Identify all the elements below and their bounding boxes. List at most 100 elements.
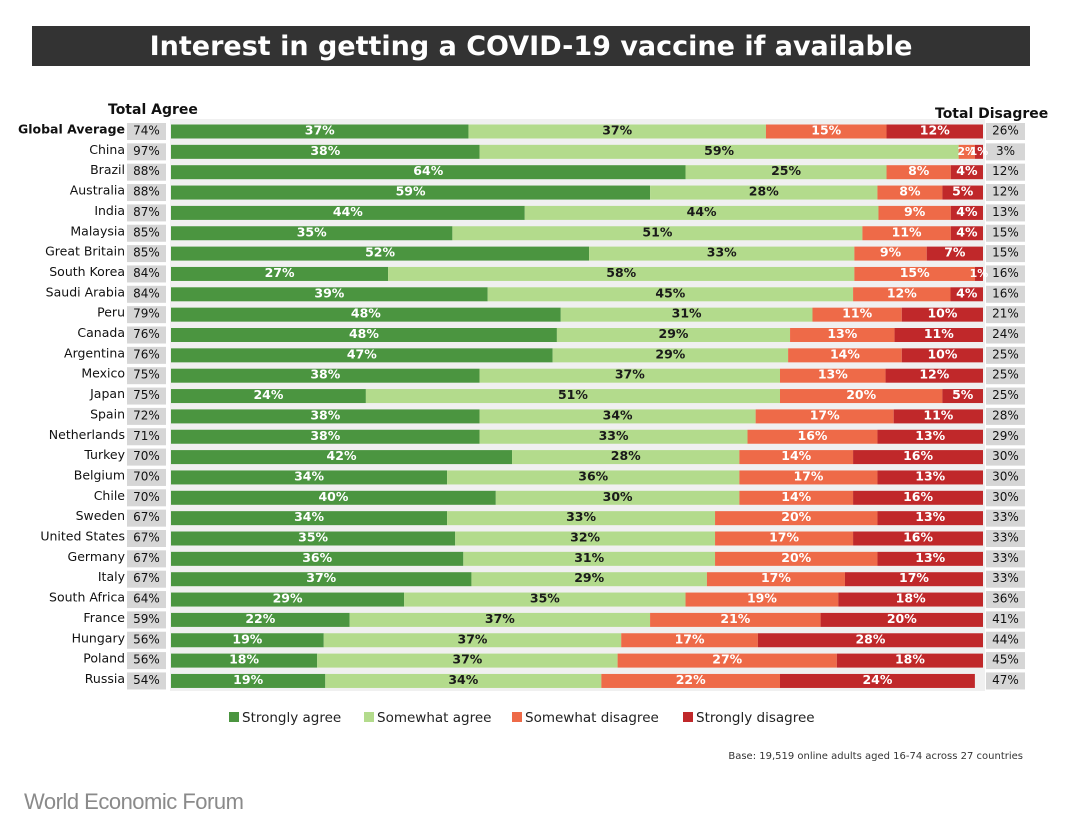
bar-segment-somewhat-agree xyxy=(452,226,863,241)
total-agree-cell xyxy=(127,285,166,303)
data-label: 13% xyxy=(818,367,848,382)
data-label: 17% xyxy=(810,407,840,422)
total-disagree-cell xyxy=(986,550,1025,568)
bar-segment-somewhat-disagree xyxy=(788,348,902,363)
bar-segment-strongly-disagree xyxy=(974,144,983,159)
data-label: 19% xyxy=(747,591,777,606)
total-disagree-value: 36% xyxy=(992,592,1019,606)
total-disagree-cell xyxy=(986,530,1025,547)
bar-segment-strongly-disagree xyxy=(885,368,983,383)
total-agree-value: 76% xyxy=(133,347,160,361)
bar-segment-somewhat-agree xyxy=(325,673,602,688)
total-disagree-value: 16% xyxy=(992,286,1019,300)
total-agree-cell xyxy=(127,306,166,324)
data-label: 37% xyxy=(305,123,335,138)
bar-segment-somewhat-disagree xyxy=(877,185,943,200)
data-label: 5% xyxy=(952,184,974,199)
table-row: China 97% 3% 38% 59% 2%1% xyxy=(89,142,1025,161)
total-disagree-value: 24% xyxy=(992,327,1019,341)
bar-segment-somewhat-agree xyxy=(487,287,854,302)
bar-segment-somewhat-agree xyxy=(479,429,748,444)
data-label: 33% xyxy=(599,428,629,443)
table-row: Mexico 75% 25% 38% 37% 13% 12% xyxy=(81,366,1025,385)
bar-segment-strongly-disagree xyxy=(942,185,983,200)
bar-segment-strongly-disagree xyxy=(901,348,983,363)
data-label: 32% xyxy=(570,530,600,545)
bar-segment-strongly-agree xyxy=(171,409,480,424)
data-label: 37% xyxy=(452,652,482,667)
data-label: 1% xyxy=(970,267,989,280)
data-label: 13% xyxy=(915,550,945,565)
bar-segment-strongly-disagree xyxy=(877,551,983,566)
base-note: Base: 19,519 online adults aged 16-74 ac… xyxy=(728,751,1023,762)
country-label: Saudi Arabia xyxy=(46,284,125,299)
bar-segment-somewhat-agree xyxy=(556,328,791,342)
legend-label: Somewhat agree xyxy=(377,710,491,726)
data-label: 12% xyxy=(887,285,917,300)
table-row: Global Average 74% 26% 37% 37% 15% 12% xyxy=(18,122,1025,140)
data-label: 18% xyxy=(895,652,925,667)
bar-segment-strongly-disagree xyxy=(877,511,983,526)
total-agree-value: 54% xyxy=(133,673,160,687)
data-label: 59% xyxy=(396,184,426,199)
bar-segment-somewhat-agree xyxy=(650,185,878,200)
bar-segment-strongly-disagree xyxy=(974,266,983,281)
data-label: 27% xyxy=(265,265,295,280)
data-label: 15% xyxy=(900,265,930,280)
data-label: 13% xyxy=(915,509,945,524)
bar-segment-strongly-disagree xyxy=(894,328,983,342)
total-disagree-cell xyxy=(986,591,1025,609)
bar-segment-strongly-agree xyxy=(171,470,448,485)
legend-label: Strongly disagree xyxy=(696,710,815,726)
bar-segment-somewhat-agree xyxy=(479,368,780,383)
bar-segment-somewhat-agree xyxy=(560,307,813,322)
bar-segment-somewhat-agree xyxy=(317,653,618,668)
bar-segment-somewhat-disagree xyxy=(685,592,839,607)
total-disagree-value: 15% xyxy=(992,225,1019,239)
country-label: Japan xyxy=(89,386,125,401)
data-label: 38% xyxy=(310,428,340,443)
legend-label: Somewhat disagree xyxy=(525,710,659,726)
total-disagree-cell xyxy=(986,652,1025,670)
data-label: 19% xyxy=(233,672,263,687)
bar-segment-somewhat-agree xyxy=(447,511,716,526)
total-disagree-cell xyxy=(986,265,1025,283)
total-agree-value: 84% xyxy=(133,286,160,300)
country-label: Russia xyxy=(85,671,125,686)
table-row: Italy 67% 33% 37% 29% 17% 17% xyxy=(98,569,1025,588)
data-label: 33% xyxy=(707,245,737,260)
bar-segment-somewhat-disagree xyxy=(958,144,975,159)
total-agree-value: 59% xyxy=(133,612,160,626)
data-label: 28% xyxy=(749,184,779,199)
bar-segment-strongly-disagree xyxy=(942,389,983,404)
bar-segment-somewhat-agree xyxy=(455,531,716,546)
total-disagree-value: 12% xyxy=(992,185,1019,199)
country-label: Turkey xyxy=(83,447,125,462)
total-disagree-value: 21% xyxy=(992,307,1019,321)
country-label: Australia xyxy=(70,183,125,198)
total-agree-value: 67% xyxy=(133,531,160,545)
data-label: 35% xyxy=(530,591,560,606)
total-agree-value: 56% xyxy=(133,653,160,667)
total-agree-value: 70% xyxy=(133,490,160,504)
total-agree-value: 70% xyxy=(133,449,160,463)
data-label: 12% xyxy=(919,367,949,382)
bar-segment-somewhat-disagree xyxy=(617,653,837,668)
total-disagree-cell xyxy=(986,468,1025,486)
bar-segment-somewhat-disagree xyxy=(854,246,927,261)
country-label: Great Britain xyxy=(45,244,125,259)
bar-segment-strongly-agree xyxy=(171,551,464,566)
bar-segment-strongly-agree xyxy=(171,531,456,546)
data-label: 31% xyxy=(574,550,604,565)
bar-segment-somewhat-disagree xyxy=(706,572,845,587)
data-label: 48% xyxy=(351,306,381,321)
legend: Strongly agree Somewhat agree Somewhat dis… xyxy=(229,710,815,726)
bar-segment-somewhat-disagree xyxy=(765,124,887,139)
bar-segment-somewhat-disagree xyxy=(715,511,878,526)
total-agree-value: 75% xyxy=(133,368,160,382)
data-label: 20% xyxy=(781,550,811,565)
total-agree-cell xyxy=(127,428,166,446)
data-label: 20% xyxy=(846,387,876,402)
country-label: Canada xyxy=(77,325,125,340)
